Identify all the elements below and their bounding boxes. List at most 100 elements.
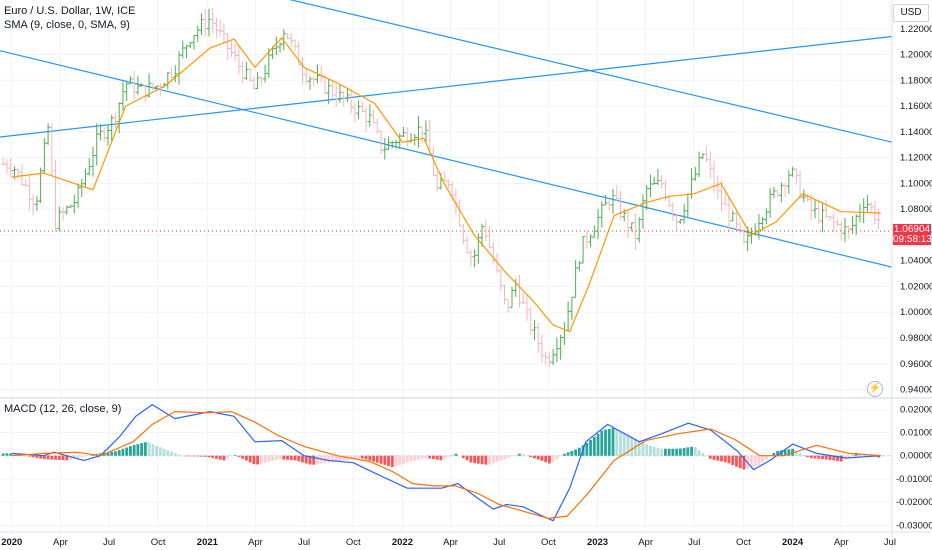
histogram-bar — [233, 455, 237, 456]
time-axis[interactable]: 2020 Apr Jul Oct 2021 Apr Jul Oct 2022 Apr Jul Oct 2… — [1, 537, 896, 548]
histogram-bar — [495, 455, 499, 462]
histogram-bar — [660, 448, 664, 456]
histogram-bar — [338, 455, 342, 462]
lightning-icon[interactable]: ⚡ — [867, 381, 883, 397]
histogram-bar — [480, 455, 484, 465]
histogram-bar — [181, 455, 185, 457]
time-tick-label: Apr — [638, 537, 653, 548]
histogram-bar — [331, 455, 334, 463]
histogram-bar — [27, 455, 31, 457]
histogram-bar — [46, 455, 50, 460]
macd-tick-label: -0.03000 — [896, 520, 932, 531]
histogram-bar — [656, 447, 660, 456]
histogram-bar — [783, 449, 787, 456]
histogram-bar — [230, 455, 233, 457]
histogram-bar — [776, 450, 780, 456]
histogram-bar — [458, 455, 462, 457]
histogram-bar — [641, 442, 645, 456]
histogram-bar — [645, 444, 649, 456]
histogram-bar — [207, 455, 211, 458]
price-tick-label: 0.96000 — [900, 359, 932, 370]
histogram-bar — [577, 447, 581, 456]
histogram-bar — [61, 455, 65, 461]
histogram-bar — [316, 455, 319, 465]
histogram-bar — [828, 455, 832, 460]
price-axis[interactable]: 1.22000 1.20000 1.18000 1.16000 1.14000 1.120… — [900, 24, 932, 396]
time-tick-label: Jul — [884, 537, 896, 548]
histogram-bar — [690, 446, 693, 456]
histogram-bar — [693, 447, 697, 456]
histogram-bar — [806, 455, 809, 458]
histogram-bar — [600, 430, 604, 456]
histogram-bar — [327, 455, 331, 463]
price-tick-label: 1.22000 — [900, 24, 932, 35]
histogram-bar — [54, 455, 57, 460]
macd-legend[interactable]: MACD (12, 26, close, 9) — [4, 403, 122, 415]
histogram-bar — [267, 455, 271, 462]
sma-legend[interactable]: SMA (9, close, 0, SMA, 9) — [4, 19, 130, 31]
histogram-bar — [821, 455, 824, 460]
histogram-bar — [548, 455, 551, 464]
histogram-bar — [697, 450, 701, 456]
histogram-bar — [461, 455, 465, 459]
histogram-bar — [525, 455, 529, 457]
histogram-bar — [259, 455, 263, 464]
histogram-bar — [398, 455, 402, 466]
histogram-bar — [555, 455, 559, 460]
histogram-bar — [832, 455, 836, 461]
histogram-bar — [9, 453, 13, 456]
histogram-bar — [615, 429, 619, 456]
histogram-bar — [129, 446, 132, 456]
histogram-bar — [13, 453, 16, 456]
histogram-bar — [435, 455, 439, 460]
time-tick-label: 2021 — [197, 537, 219, 548]
trendlines[interactable] — [0, 0, 893, 268]
histogram-bar — [301, 455, 304, 463]
histogram-bar — [390, 455, 394, 468]
histogram-bar — [809, 455, 813, 459]
histogram-bar — [402, 455, 405, 464]
histogram-bar — [387, 455, 390, 466]
histogram-bar — [375, 455, 379, 463]
histogram-bar — [712, 455, 716, 460]
histogram-bar — [432, 455, 435, 460]
histogram-bar — [742, 455, 746, 470]
histogram-bar — [173, 453, 177, 456]
macd-lines — [11, 404, 881, 522]
histogram-bar — [607, 428, 611, 456]
histogram-bar — [409, 455, 413, 462]
histogram-bar — [304, 455, 308, 464]
histogram-bar — [278, 455, 282, 460]
histogram-bar — [334, 455, 338, 462]
histogram-bar — [667, 448, 671, 456]
price-tick-label: 1.16000 — [900, 101, 932, 112]
macd-axis[interactable]: 0.02000 0.01000 0.00000 -0.01000 -0.02000 -0.… — [896, 404, 932, 531]
histogram-bar — [765, 455, 768, 460]
histogram-bar — [731, 455, 735, 465]
price-tick-label: 1.12000 — [900, 153, 932, 164]
histogram-bar — [499, 455, 503, 461]
symbol-legend[interactable]: Euro / U.S. Dollar, 1W, ICE — [4, 5, 136, 17]
histogram-bar — [824, 455, 828, 460]
histogram-bar — [596, 433, 600, 456]
price-tick-label: 1.00000 — [900, 307, 932, 318]
histogram-bar — [570, 450, 574, 456]
time-tick-label: Apr — [248, 537, 263, 548]
histogram-bar — [188, 455, 192, 457]
histogram-bar — [738, 455, 742, 469]
histogram-bar — [31, 455, 35, 458]
currency-label[interactable]: USD — [893, 4, 929, 22]
histogram-bar — [705, 455, 708, 457]
histogram-bar — [248, 455, 252, 463]
histogram-bar — [420, 455, 424, 459]
histogram-bar — [686, 447, 690, 456]
histogram-bar — [203, 455, 207, 457]
histogram-bar — [678, 448, 682, 456]
histogram-bar — [319, 455, 323, 464]
histogram-bar — [69, 455, 72, 460]
time-tick-label: Oct — [151, 537, 166, 548]
histogram-bar — [851, 455, 854, 456]
histogram-bar — [297, 455, 301, 462]
histogram-bar — [521, 454, 525, 456]
